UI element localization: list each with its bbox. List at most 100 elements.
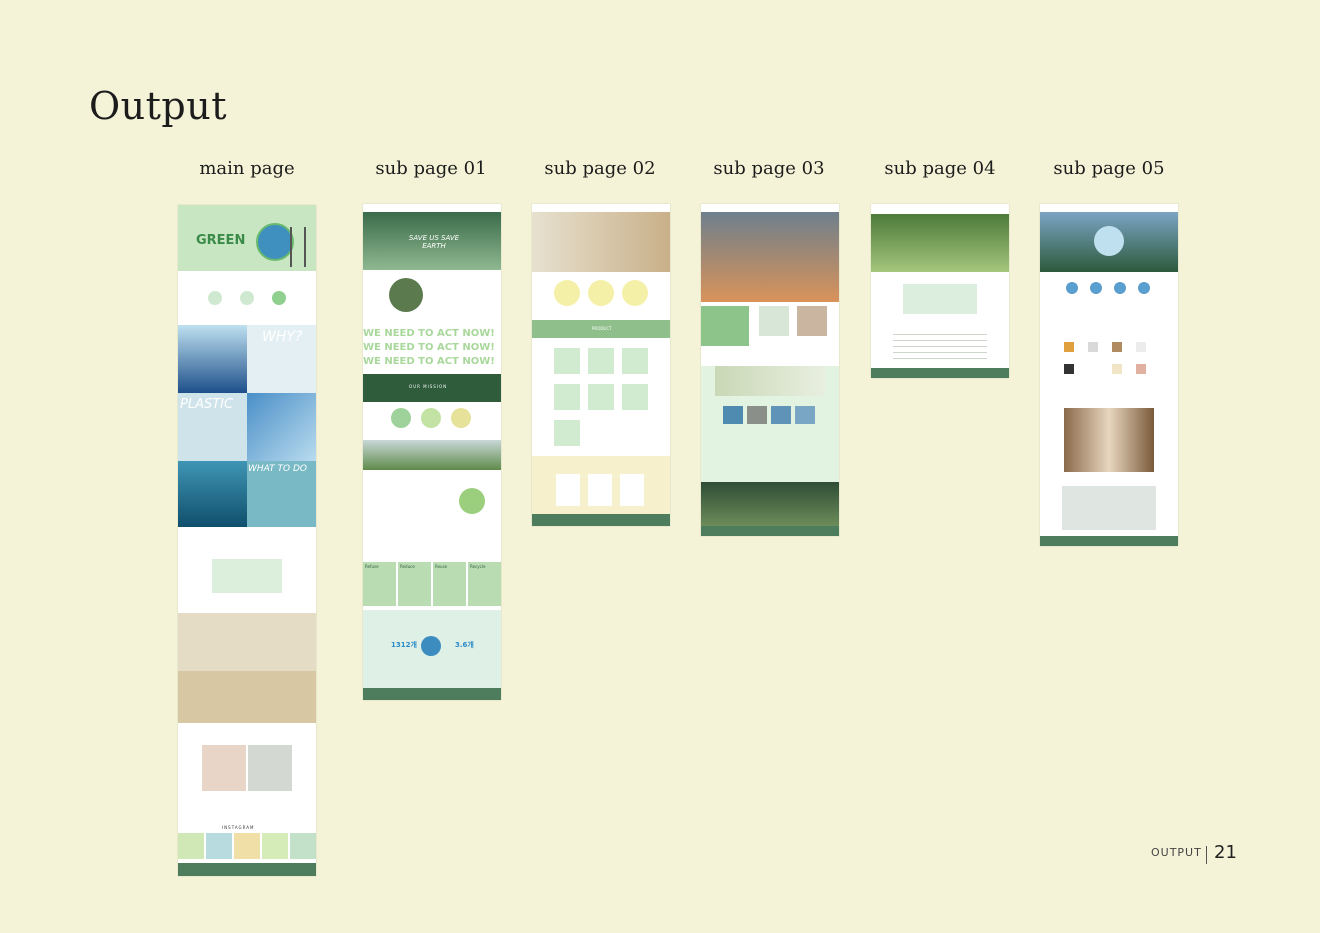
reduce-label: Reduce <box>400 564 415 569</box>
label-sub-page-04: sub page 04 <box>884 158 996 179</box>
hands-image <box>202 745 246 791</box>
glass-globe-image <box>1094 226 1124 256</box>
sub-page-01-mockup: SAVE US SAVE EARTH WE NEED TO ACT NOW! W… <box>363 204 501 700</box>
bottle-icon <box>208 291 222 305</box>
iceberg-image <box>178 325 247 393</box>
reduce-card: Reduce <box>398 562 431 606</box>
insta-post <box>234 833 260 859</box>
4r-cards: Refuse Reduce Reuse Recycle <box>363 562 501 606</box>
step-icon <box>1066 282 1078 294</box>
best-product-2 <box>588 280 614 306</box>
label-sub-page-02: sub page 02 <box>544 158 656 179</box>
product-tile <box>588 384 614 410</box>
mission-banner: OUR MISSION <box>363 374 501 402</box>
product-tile <box>588 348 614 374</box>
sprout-hands-banner <box>871 214 1009 272</box>
footer-bar <box>178 863 316 876</box>
table-row <box>893 340 987 341</box>
hands-circle-banner <box>701 482 839 526</box>
small-product <box>1088 342 1098 352</box>
hero-green-text: GREEN <box>196 233 246 248</box>
soil-strip <box>178 671 316 723</box>
campaign-card <box>701 306 749 346</box>
stat-count-1: 1312개 <box>391 641 417 649</box>
footer-bar <box>532 514 670 526</box>
recycle-card: Recycle <box>468 562 501 606</box>
coins-section <box>701 366 839 482</box>
recycle-label: Recycle <box>470 564 486 569</box>
footer-bar <box>363 688 501 700</box>
main-page-mockup: GREEN WHY? PLASTIC WHAT TO DO INSTAGRAM <box>178 205 316 876</box>
small-product <box>1064 342 1074 352</box>
sub-page-02-mockup: PRODUCT <box>532 204 670 526</box>
small-product <box>1112 342 1122 352</box>
news-card <box>747 406 767 424</box>
field-image <box>363 440 501 470</box>
product-tile <box>622 384 648 410</box>
footer-bar <box>1040 536 1178 546</box>
act-now-line-2: WE NEED TO ACT NOW! <box>363 342 495 353</box>
table-row <box>893 334 987 335</box>
product-tile <box>554 348 580 374</box>
product-tile <box>554 384 580 410</box>
small-product <box>1136 342 1146 352</box>
save-earth-text: SAVE US SAVE EARTH <box>408 234 460 250</box>
ladder-illustration <box>290 227 306 267</box>
review-card <box>556 474 580 506</box>
plastic-section: PLASTIC <box>178 393 316 461</box>
reuse-card: Reuse <box>433 562 466 606</box>
tree-illustration <box>459 488 485 514</box>
coin-plant-image <box>715 366 825 396</box>
stat-count-2: 3.6개 <box>455 641 474 649</box>
page-title: Output <box>89 84 227 128</box>
small-product <box>1136 364 1146 374</box>
act-now-line-3: WE NEED TO ACT NOW! <box>363 356 495 367</box>
earth-illustration <box>256 223 294 261</box>
product-tile <box>554 420 580 446</box>
mission-circle-2 <box>421 408 441 428</box>
refill-store-image <box>1064 408 1154 472</box>
review-section <box>532 456 670 514</box>
what-to-do-section: WHAT TO DO <box>178 461 316 527</box>
featured-post <box>903 284 977 314</box>
reuse-label: Reuse <box>435 564 448 569</box>
refuse-card: Refuse <box>363 562 396 606</box>
forest-banner: SAVE US SAVE EARTH <box>363 212 501 270</box>
step-icon <box>1114 282 1126 294</box>
product-card <box>212 559 282 593</box>
mission-circle-3 <box>451 408 471 428</box>
campaign-cards <box>701 306 839 356</box>
why-section: WHY? <box>178 325 316 393</box>
why-heading: WHY? <box>262 329 303 345</box>
small-product <box>1112 364 1122 374</box>
practice-section <box>178 613 316 723</box>
news-card <box>723 406 743 424</box>
label-main-page: main page <box>199 158 295 179</box>
insta-post <box>290 833 316 859</box>
step-icon <box>1090 282 1102 294</box>
label-sub-page-01: sub page 01 <box>375 158 487 179</box>
news-card <box>771 406 791 424</box>
insta-post <box>178 833 204 859</box>
hands-circle-image <box>389 278 423 312</box>
turtle-image <box>178 461 247 527</box>
tree-illustration-section <box>363 474 501 554</box>
instagram-heading: INSTAGRAM <box>222 825 255 830</box>
recycle-icon <box>240 291 254 305</box>
best-product-3 <box>622 280 648 306</box>
sub-page-04-mockup <box>871 204 1009 378</box>
product-banner: PRODUCT <box>532 320 670 338</box>
story-section <box>178 733 316 823</box>
insta-post <box>206 833 232 859</box>
table-row <box>893 358 987 359</box>
globe-banner <box>1040 212 1178 272</box>
map-image <box>1062 486 1156 530</box>
mission-circle-1 <box>391 408 411 428</box>
instagram-grid <box>178 833 316 859</box>
product-heading: PRODUCT <box>592 326 612 331</box>
insta-post <box>262 833 288 859</box>
plastic-heading: PLASTIC <box>180 397 234 412</box>
mission-heading: OUR MISSION <box>409 384 448 389</box>
icon-row <box>178 277 316 323</box>
wind-turbine-banner <box>701 212 839 302</box>
